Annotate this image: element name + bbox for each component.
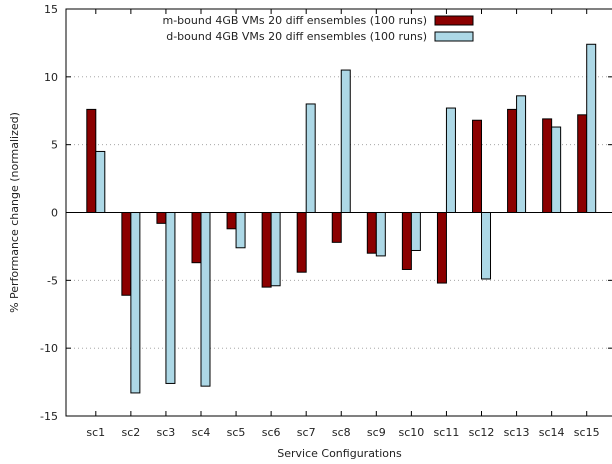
x-tick-label: sc11 xyxy=(434,426,460,439)
bar-series-2-sc11 xyxy=(445,107,456,213)
y-tick-label: 10 xyxy=(44,71,58,84)
bars xyxy=(86,43,597,394)
bar-series-2-sc5 xyxy=(235,212,246,249)
bar-series-2-sc1 xyxy=(95,150,106,213)
legend-label: m-bound 4GB VMs 20 diff ensembles (100 r… xyxy=(163,14,428,27)
bar-series-1-sc12 xyxy=(472,119,483,213)
bar-series-2-sc14 xyxy=(551,126,562,213)
bar-series-1-sc10 xyxy=(401,212,412,270)
bar-series-1-sc3 xyxy=(156,212,167,224)
x-tick-label: sc13 xyxy=(504,426,530,439)
y-tick-label: 0 xyxy=(51,207,58,220)
bar-series-1-sc14 xyxy=(542,118,553,213)
x-tick-label: sc1 xyxy=(86,426,105,439)
bar-series-1-sc4 xyxy=(191,212,202,264)
y-tick-label: -5 xyxy=(47,274,58,287)
bar-series-1-sc5 xyxy=(226,212,237,230)
bar-series-2-sc7 xyxy=(305,103,316,213)
bar-series-1-sc7 xyxy=(296,212,307,273)
x-tick-label: sc6 xyxy=(262,426,281,439)
x-tick-label: sc5 xyxy=(227,426,246,439)
legend-swatch xyxy=(434,15,474,26)
legend-swatch xyxy=(434,31,474,42)
x-tick-label: sc3 xyxy=(157,426,176,439)
bar-series-2-sc10 xyxy=(410,212,421,251)
bar-series-2-sc2 xyxy=(130,212,141,394)
bar-series-2-sc8 xyxy=(340,69,351,213)
bar-series-1-sc1 xyxy=(86,108,97,213)
x-tick-label: sc12 xyxy=(469,426,495,439)
legend: m-bound 4GB VMs 20 diff ensembles (100 r… xyxy=(163,14,474,43)
axis-ticks: -15 -10 -5 0 5 10 15 sc1 sc2 sc3 sc4 sc5 sc6 sc7 sc8 sc… xyxy=(40,3,612,439)
bar-series-1-sc9 xyxy=(366,212,377,254)
bar-series-2-sc6 xyxy=(270,212,281,287)
bar-series-2-sc4 xyxy=(200,212,211,387)
x-axis-label: Service Configurations xyxy=(277,447,402,460)
bar-series-1-sc2 xyxy=(121,212,132,296)
bar-series-1-sc11 xyxy=(436,212,447,284)
y-tick-label: -15 xyxy=(40,410,58,423)
bar-series-1-sc13 xyxy=(507,108,518,213)
x-tick-label: sc14 xyxy=(539,426,565,439)
bar-series-1-sc15 xyxy=(577,114,588,213)
x-tick-label: sc8 xyxy=(332,426,351,439)
bar-series-1-sc8 xyxy=(331,212,342,243)
legend-label: d-bound 4GB VMs 20 diff ensembles (100 r… xyxy=(166,30,427,43)
y-tick-label: 5 xyxy=(51,139,58,152)
bar-series-2-sc9 xyxy=(375,212,386,257)
y-tick-label: -10 xyxy=(40,342,58,355)
x-tick-label: sc10 xyxy=(398,426,424,439)
x-tick-label: sc7 xyxy=(297,426,316,439)
x-tick-label: sc2 xyxy=(121,426,140,439)
x-tick-label: sc9 xyxy=(367,426,386,439)
bar-series-2-sc15 xyxy=(586,43,597,214)
bar-series-2-sc12 xyxy=(481,212,492,280)
bar-series-1-sc6 xyxy=(261,212,272,288)
y-axis-label: % Performance change (normalized) xyxy=(8,112,21,313)
x-tick-label: sc15 xyxy=(574,426,600,439)
bar-series-2-sc13 xyxy=(516,95,527,213)
y-tick-label: 15 xyxy=(44,3,58,16)
x-tick-label: sc4 xyxy=(192,426,211,439)
bar-series-2-sc3 xyxy=(165,212,176,384)
